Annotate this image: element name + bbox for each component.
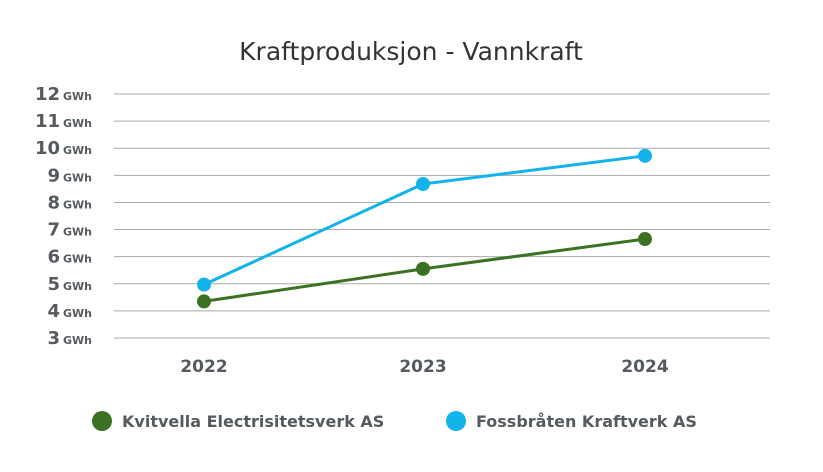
legend-marker-2 xyxy=(446,411,466,431)
data-point-1-2022 xyxy=(197,294,211,309)
data-point-2-2023 xyxy=(416,177,430,192)
data-point-2-2022 xyxy=(197,277,211,292)
y-tick-label-3: 3 xyxy=(47,328,60,349)
legend-label-1: Kvitvella Electrisitetsverk AS xyxy=(122,412,384,431)
legend: Kvitvella Electrisitetsverk AS Fossbråten… xyxy=(92,411,697,431)
y-tick-label-4: 4 xyxy=(47,301,60,322)
y-tick-unit-4: GWh xyxy=(63,307,92,320)
data-point-2-2024 xyxy=(638,148,652,163)
y-tick-unit-7: GWh xyxy=(63,226,92,239)
x-tick-label-2024: 2024 xyxy=(621,357,668,377)
x-tick-label-2022: 2022 xyxy=(180,357,227,377)
series-2 xyxy=(197,148,652,292)
y-tick-unit-8: GWh xyxy=(63,198,92,211)
x-axis-ticks: 2022 2023 2024 xyxy=(180,357,668,377)
data-point-1-2024 xyxy=(638,232,652,247)
legend-marker-1 xyxy=(92,411,112,431)
y-tick-label-11: 11 xyxy=(35,111,60,132)
y-tick-label-7: 7 xyxy=(47,220,60,241)
y-tick-label-6: 6 xyxy=(47,247,60,268)
series-1 xyxy=(197,232,652,309)
chart-title: Kraftproduksjon - Vannkraft xyxy=(239,37,583,66)
legend-label-2: Fossbråten Kraftverk AS xyxy=(476,412,697,431)
y-tick-unit-3: GWh xyxy=(63,334,92,347)
legend-item-1: Kvitvella Electrisitetsverk AS xyxy=(92,411,384,431)
y-tick-unit-12: GWh xyxy=(63,90,92,103)
data-point-1-2023 xyxy=(416,261,430,276)
legend-item-2: Fossbråten Kraftverk AS xyxy=(446,411,697,431)
y-tick-label-5: 5 xyxy=(47,274,60,295)
y-tick-unit-6: GWh xyxy=(63,253,92,266)
series-lines xyxy=(197,148,652,309)
y-tick-label-9: 9 xyxy=(47,165,60,186)
x-tick-label-2023: 2023 xyxy=(399,357,446,377)
y-tick-unit-9: GWh xyxy=(63,171,92,184)
y-tick-label-12: 12 xyxy=(35,84,60,105)
y-tick-label-10: 10 xyxy=(35,138,60,159)
y-tick-unit-10: GWh xyxy=(63,144,92,157)
y-tick-label-8: 8 xyxy=(47,192,60,213)
gridlines xyxy=(114,93,770,339)
y-tick-unit-11: GWh xyxy=(63,117,92,130)
y-tick-unit-5: GWh xyxy=(63,280,92,293)
